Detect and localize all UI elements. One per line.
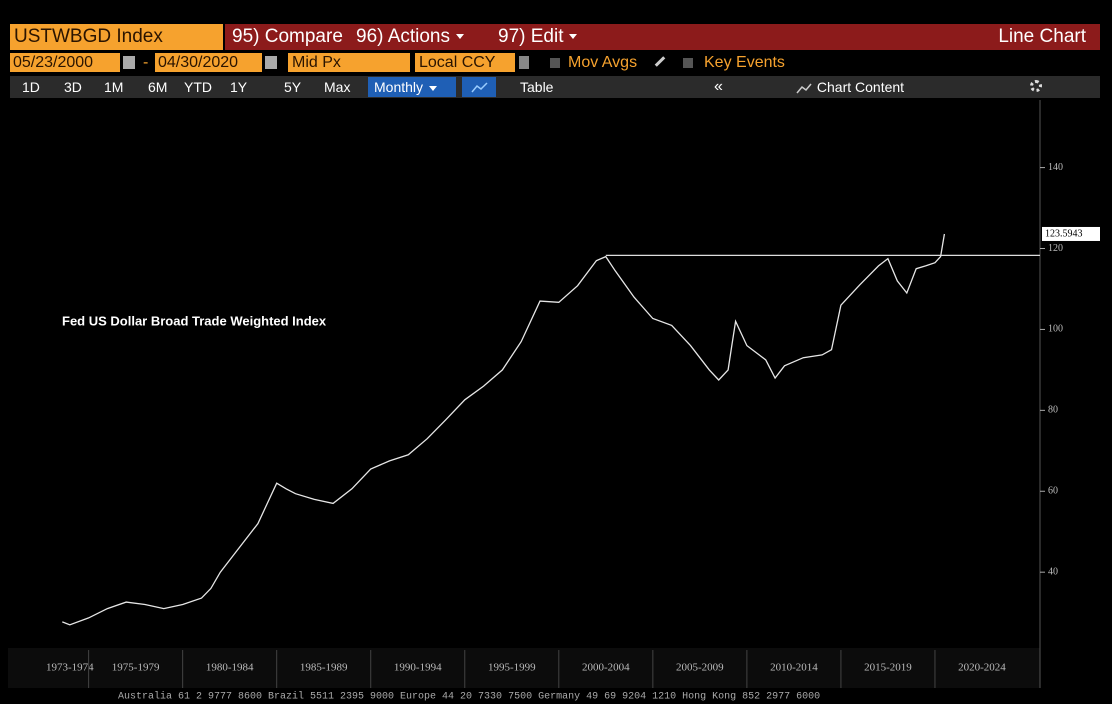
chart-content-button[interactable]: Chart Content — [795, 77, 904, 97]
last-value-label: 123.5943 — [1045, 228, 1083, 239]
edit-button[interactable]: 97) Edit — [498, 24, 578, 50]
x-tick-label: 2020-2024 — [958, 662, 1006, 674]
y-tick-label: 60 — [1048, 486, 1058, 497]
range-button[interactable]: 1D — [22, 79, 40, 95]
chart-content-label: Chart Content — [816, 79, 905, 95]
range-button[interactable]: 5Y — [284, 79, 302, 95]
footer-contacts: Australia 61 2 9777 8600 Brazil 5511 239… — [118, 691, 820, 703]
range-button[interactable]: 6M — [148, 79, 168, 95]
x-tick-label: 1985-1989 — [300, 662, 348, 674]
chart-type-button[interactable] — [462, 77, 496, 97]
dropdown-arrow — [456, 34, 464, 40]
range-bar — [10, 76, 1100, 98]
x-tick-label: 1990-1994 — [394, 662, 442, 674]
checkbox[interactable] — [550, 58, 560, 68]
table-button[interactable]: Table — [520, 79, 554, 95]
x-tick-label: 1975-1979 — [112, 662, 160, 674]
actions-button[interactable]: 96) Actions — [356, 24, 464, 50]
x-tick-label: 2010-2014 — [770, 662, 818, 674]
view-title: Line Chart — [998, 26, 1086, 47]
y-tick-label: 80 — [1048, 405, 1058, 416]
chart-annotation: Fed US Dollar Broad Trade Weighted Index — [62, 313, 327, 328]
chart-icon — [471, 82, 488, 93]
button-label: 97) Edit — [498, 26, 564, 47]
end-date[interactable]: 04/30/2020 — [155, 53, 262, 72]
last-value-box — [1042, 226, 1100, 241]
button-label: 95) Compare — [232, 26, 343, 47]
range-button[interactable]: 1Y — [230, 79, 248, 95]
start-date[interactable]: 05/23/2000 — [10, 53, 120, 72]
range-button[interactable]: 3D — [64, 79, 82, 95]
security-field[interactable]: USTWBGD Index — [10, 24, 223, 50]
y-tick-label: 140 — [1048, 162, 1063, 173]
x-tick-label: 1973-1974 — [46, 662, 94, 674]
calendar-icon[interactable] — [265, 56, 277, 69]
collapse-button[interactable]: « — [714, 78, 723, 95]
x-axis-band — [8, 648, 1040, 688]
y-tick-label: 120 — [1048, 243, 1063, 254]
frequency-label: Monthly — [374, 79, 424, 95]
x-tick-label: 2005-2009 — [676, 662, 724, 674]
date-separator: - — [143, 54, 149, 71]
toolbar-bar — [225, 24, 1100, 50]
checkbox[interactable] — [683, 58, 693, 68]
price-field[interactable]: Mid Px — [288, 53, 410, 72]
compare-button[interactable]: 95) Compare — [232, 24, 343, 50]
range-button[interactable]: Max — [324, 79, 351, 95]
key-events-label[interactable]: Key Events — [704, 54, 785, 71]
price-line — [62, 233, 946, 626]
settings-gear[interactable] — [1030, 80, 1042, 92]
y-tick-label: 40 — [1048, 566, 1058, 577]
x-tick-label: 1980-1984 — [206, 662, 254, 674]
dropdown-arrow — [569, 34, 578, 40]
chart-content-icon — [796, 83, 812, 94]
range-button[interactable]: 1M — [104, 79, 124, 95]
frequency-dropdown[interactable]: Monthly — [368, 77, 456, 97]
range-button[interactable]: YTD — [184, 79, 212, 95]
x-tick-label: 2015-2019 — [864, 662, 912, 674]
currency-dropdown[interactable] — [519, 56, 529, 69]
calendar-icon[interactable] — [123, 56, 135, 69]
x-tick-label: 1995-1999 — [488, 662, 536, 674]
button-label: 96) Actions — [356, 26, 450, 47]
y-tick-label: 100 — [1048, 324, 1063, 335]
dropdown-arrow — [429, 85, 438, 91]
x-tick-label: 2000-2004 — [582, 662, 630, 674]
mov-avgs-label[interactable]: Mov Avgs — [568, 54, 638, 71]
currency-field[interactable]: Local CCY — [415, 53, 515, 72]
